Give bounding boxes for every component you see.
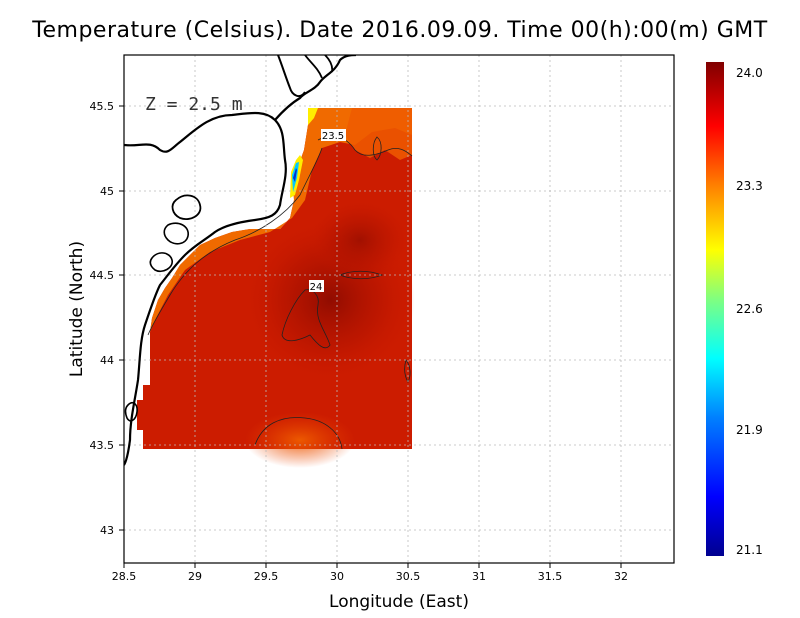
- colorbar-tick: 24.0: [736, 66, 763, 80]
- colorbar: [706, 62, 724, 556]
- y-axis-label: Latitude (North): [67, 241, 87, 377]
- x-tick-label: 32: [614, 570, 628, 583]
- x-axis-ticks: 28.5 29 29.5 30 30.5 31 31.5 32: [112, 570, 628, 583]
- contour-24: [281, 289, 331, 349]
- depth-label: Z = 2.5 m: [145, 94, 243, 115]
- colorbar-tick: 23.3: [736, 179, 763, 193]
- x-tick-label: 31.5: [538, 570, 563, 583]
- contour-label-24: 24: [310, 282, 323, 293]
- x-tick-label: 28.5: [112, 570, 137, 583]
- colorbar-tick: 21.9: [736, 423, 763, 437]
- x-tick-label: 29: [188, 570, 202, 583]
- plot-border: [123, 54, 675, 564]
- upper-warm-patch: [345, 108, 412, 160]
- x-axis-label: Longitude (East): [329, 592, 469, 612]
- coastline: [124, 111, 287, 466]
- colorbar-tick: 21.1: [736, 543, 763, 557]
- y-tick-label: 45.5: [90, 100, 115, 113]
- colorbar-tick: 22.6: [736, 302, 763, 316]
- southern-warm-patch: [245, 412, 355, 468]
- x-tick-label: 31: [472, 570, 486, 583]
- x-tick-label: 30: [330, 570, 344, 583]
- y-axis-ticks: 43 43.5 44 44.5 45 45.5: [90, 100, 115, 537]
- contour-label-23-5: 23.5: [322, 131, 344, 142]
- x-tick-label: 30.5: [396, 570, 421, 583]
- grid-lines: [124, 55, 674, 563]
- y-tick-label: 43.5: [90, 439, 115, 452]
- chart-title: Temperature (Celsius). Date 2016.09.09. …: [32, 18, 768, 43]
- x-tick-label: 29.5: [254, 570, 279, 583]
- y-tick-label: 44.5: [90, 269, 115, 282]
- y-tick-label: 44: [100, 354, 114, 367]
- y-tick-label: 45: [100, 185, 114, 198]
- y-tick-label: 43: [100, 524, 114, 537]
